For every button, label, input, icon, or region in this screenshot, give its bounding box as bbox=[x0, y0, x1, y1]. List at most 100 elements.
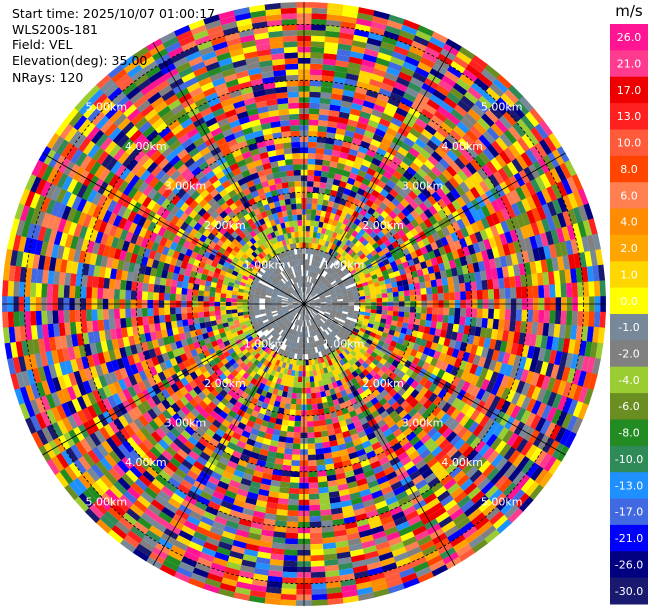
velocity-bin bbox=[324, 143, 334, 151]
velocity-bin bbox=[375, 289, 382, 295]
velocity-bin bbox=[575, 267, 583, 283]
velocity-bin bbox=[80, 286, 87, 299]
velocity-bin bbox=[564, 324, 572, 340]
velocity-bin bbox=[323, 154, 332, 162]
velocity-bin bbox=[348, 294, 354, 299]
velocity-bin bbox=[343, 300, 349, 303]
velocity-bin bbox=[395, 107, 409, 118]
velocity-bin bbox=[414, 288, 422, 296]
velocity-bin bbox=[414, 215, 424, 225]
velocity-bin bbox=[309, 299, 315, 302]
velocity-bin bbox=[281, 577, 297, 584]
velocity-bin bbox=[366, 149, 377, 158]
velocity-bin bbox=[575, 237, 585, 254]
velocity-bin bbox=[7, 280, 15, 297]
velocity-bin bbox=[341, 313, 348, 317]
velocity-bin bbox=[411, 186, 422, 197]
velocity-bin bbox=[305, 253, 308, 260]
velocity-bin bbox=[348, 305, 355, 308]
velocity-bin bbox=[281, 464, 292, 472]
velocity-bin bbox=[434, 146, 447, 159]
velocity-bin bbox=[567, 208, 578, 225]
velocity-bin bbox=[311, 243, 316, 249]
velocity-bin bbox=[431, 314, 438, 322]
velocity-bin bbox=[320, 92, 332, 99]
velocity-bin bbox=[284, 442, 293, 449]
velocity-bin bbox=[333, 76, 346, 85]
velocity-bin bbox=[384, 278, 391, 285]
velocity-bin bbox=[581, 266, 589, 283]
velocity-bin bbox=[397, 229, 406, 238]
velocity-bin bbox=[448, 259, 457, 269]
velocity-bin bbox=[426, 99, 441, 111]
velocity-bin bbox=[307, 426, 315, 433]
velocity-bin bbox=[307, 449, 316, 455]
velocity-bin bbox=[562, 210, 573, 227]
velocity-bin bbox=[486, 126, 500, 141]
velocity-bin bbox=[459, 316, 466, 326]
velocity-bin bbox=[319, 283, 325, 289]
velocity-bin bbox=[446, 323, 454, 332]
velocity-bin bbox=[329, 291, 336, 295]
velocity-bin bbox=[406, 166, 417, 177]
velocity-bin bbox=[525, 181, 537, 196]
velocity-bin bbox=[305, 287, 308, 293]
velocity-bin bbox=[307, 460, 317, 467]
velocity-bin bbox=[352, 263, 360, 270]
velocity-bin bbox=[365, 227, 374, 236]
velocity-bin bbox=[349, 279, 356, 285]
velocity-bin bbox=[335, 276, 341, 282]
velocity-bin bbox=[478, 95, 493, 110]
velocity-bin bbox=[432, 335, 440, 344]
velocity-bin bbox=[359, 208, 368, 217]
velocity-bin bbox=[370, 305, 377, 310]
velocity-bin bbox=[284, 538, 298, 545]
velocity-bin bbox=[461, 333, 469, 344]
velocity-bin bbox=[429, 272, 436, 281]
velocity-bin bbox=[313, 285, 318, 291]
velocity-bin bbox=[307, 454, 317, 461]
velocity-bin bbox=[578, 386, 589, 404]
velocity-bin bbox=[582, 311, 590, 327]
velocity-bin bbox=[337, 117, 349, 125]
velocity-bin bbox=[365, 305, 372, 310]
velocity-bin bbox=[285, 532, 298, 539]
velocity-bin bbox=[516, 343, 524, 357]
velocity-bin bbox=[309, 510, 321, 517]
velocity-bin bbox=[588, 311, 595, 328]
velocity-bin bbox=[394, 193, 405, 203]
velocity-bin bbox=[336, 294, 343, 298]
velocity-bin bbox=[493, 361, 503, 374]
velocity-bin bbox=[330, 243, 337, 250]
velocity-bin bbox=[544, 170, 557, 187]
velocity-bin bbox=[315, 153, 324, 160]
velocity-bin bbox=[479, 180, 491, 194]
velocity-bin bbox=[556, 181, 568, 198]
velocity-bin bbox=[306, 398, 312, 405]
velocity-bin bbox=[577, 282, 584, 298]
velocity-bin bbox=[286, 431, 294, 438]
velocity-bin bbox=[103, 319, 110, 331]
velocity-bin bbox=[491, 268, 499, 280]
velocity-bin bbox=[557, 380, 567, 396]
velocity-bin bbox=[396, 321, 403, 328]
velocity-bin bbox=[392, 315, 399, 322]
velocity-bin bbox=[321, 227, 327, 235]
velocity-bin bbox=[482, 289, 489, 300]
velocity-bin bbox=[551, 183, 563, 200]
velocity-bin bbox=[450, 60, 466, 74]
velocity-bin bbox=[521, 286, 528, 299]
velocity-bin bbox=[344, 213, 353, 221]
velocity-bin bbox=[557, 256, 565, 271]
velocity-bin bbox=[433, 350, 442, 360]
velocity-bin bbox=[147, 307, 154, 317]
velocity-bin bbox=[175, 293, 182, 301]
velocity-bin bbox=[175, 307, 182, 315]
velocity-bin bbox=[325, 310, 331, 314]
velocity-bin bbox=[359, 299, 366, 303]
velocity-bin bbox=[363, 154, 374, 163]
velocity-bin bbox=[370, 21, 387, 31]
velocity-bin bbox=[485, 269, 493, 281]
velocity-bin bbox=[392, 311, 399, 317]
velocity-bin bbox=[395, 179, 406, 190]
